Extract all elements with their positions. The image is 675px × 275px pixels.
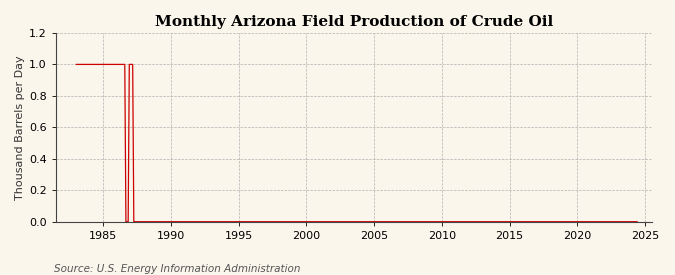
Y-axis label: Thousand Barrels per Day: Thousand Barrels per Day xyxy=(15,55,25,200)
Title: Monthly Arizona Field Production of Crude Oil: Monthly Arizona Field Production of Crud… xyxy=(155,15,553,29)
Text: Source: U.S. Energy Information Administration: Source: U.S. Energy Information Administ… xyxy=(54,264,300,274)
